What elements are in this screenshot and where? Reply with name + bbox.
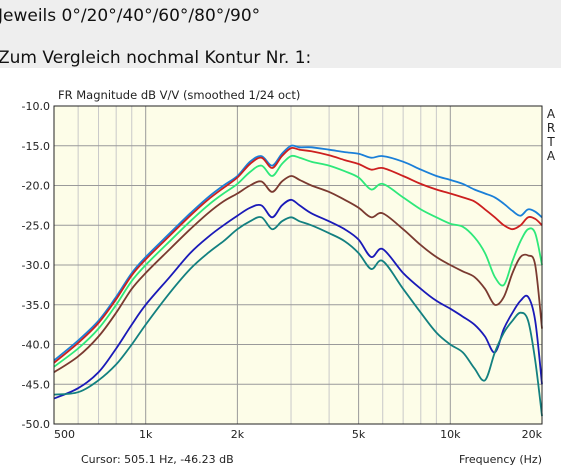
y-tick-label: -10.0 (22, 100, 50, 113)
y-tick-label: -50.0 (22, 418, 50, 431)
brand-letter: A (547, 107, 556, 121)
y-tick-label: -40.0 (22, 339, 50, 352)
x-tick-label: 20k (522, 428, 543, 441)
x-tick-label: 2k (231, 428, 245, 441)
y-tick-label: -15.0 (22, 140, 50, 153)
brand-letter: A (547, 149, 556, 163)
series-line-2 (53, 146, 543, 364)
series-line-1 (53, 144, 543, 362)
x-tick-label: 500 (54, 428, 75, 441)
series-line-6 (53, 216, 543, 417)
heading-bar: Jeweils 0°/20°/40°/60°/80°/90° Zum Vergl… (0, 0, 561, 68)
frequency-response-chart: -10.0 -15.0 -20.0 -25.0 -30.0 -35.0 -40.0 -45.0… (22, 88, 556, 466)
y-tick-label: -35.0 (22, 299, 50, 312)
x-tick-label: 5k (352, 428, 366, 441)
x-tick-label: 10k (440, 428, 461, 441)
cursor-readout: Cursor: 505.1 Hz, -46.23 dB (81, 453, 234, 466)
y-tick-label: -45.0 (22, 378, 50, 391)
brand-letter: T (546, 135, 555, 149)
heading-comparison: Zum Vergleich nochmal Kontur Nr. 1: (0, 48, 312, 68)
y-tick-label: -30.0 (22, 259, 50, 272)
y-tick-label: -25.0 (22, 219, 50, 232)
y-tick-label: -20.0 (22, 180, 50, 193)
chart-title: FR Magnitude dB V/V (smoothed 1/24 oct) (58, 88, 300, 102)
series-line-3 (53, 154, 543, 368)
brand-letter: R (547, 121, 555, 135)
x-axis-label: Frequency (Hz) (459, 453, 542, 466)
x-tick-label: 1k (139, 428, 153, 441)
plot-frame (53, 105, 543, 425)
series-line-4 (53, 175, 543, 374)
heading-angles: Jeweils 0°/20°/40°/60°/80°/90° (0, 6, 261, 26)
